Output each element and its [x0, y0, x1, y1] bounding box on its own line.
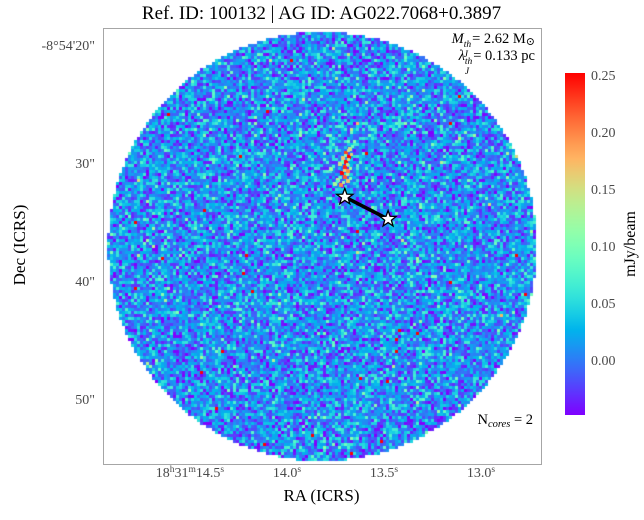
jeans-mass-supsub: th J	[463, 40, 472, 60]
core-connector-line	[343, 195, 389, 221]
x-tick-labels: 18h31m14.5s 14.0s 13.5s 13.0s	[103, 465, 540, 490]
n-cores-symbol: N	[477, 412, 488, 428]
superscript-th: th	[463, 40, 472, 50]
colorbar-label: mJy/beam	[622, 211, 639, 277]
colorbar-gradient	[565, 73, 585, 415]
jeans-length-value: = 0.133 pc	[473, 48, 535, 64]
colorbar-tick-label: 0.05	[591, 296, 616, 312]
colorbar-tick-label: 0.20	[591, 125, 616, 141]
x-tick-label: 13.0s	[466, 465, 496, 481]
jeans-mass-value: = 2.62 M	[472, 31, 526, 47]
y-tick-labels: -8°54'20" 30" 40" 50"	[0, 28, 97, 463]
colorbar: 0.25 0.20 0.15 0.10 0.05 0.00	[565, 69, 644, 415]
y-tick-label: 30"	[75, 156, 95, 172]
n-cores-value: = 2	[510, 412, 533, 428]
colorbar-tick-label: 0.00	[591, 353, 616, 369]
superscript-th: th	[464, 57, 473, 67]
x-tick-label: 14.0s	[272, 465, 302, 481]
jeans-length-symbol: λ	[458, 48, 465, 64]
sun-symbol-icon: ⊙	[525, 36, 535, 48]
x-tick-label: 18h31m14.5s	[155, 465, 225, 481]
core-markers-overlay	[334, 186, 398, 228]
jeans-mass-symbol: M	[451, 31, 464, 47]
y-tick-label: 40"	[75, 275, 95, 291]
colorbar-tick-label: 0.10	[591, 239, 616, 255]
n-cores-annotation: Ncores = 2	[477, 412, 533, 430]
x-axis-label: RA (ICRS)	[283, 486, 360, 505]
intensity-map	[104, 29, 541, 464]
jeans-length-supsub: th J	[464, 57, 473, 77]
subscript-j: J	[463, 49, 468, 60]
colorbar-tick-label: 0.15	[591, 182, 616, 198]
plot-title: Ref. ID: 100132 | AG ID: AG022.7068+0.38…	[141, 3, 502, 24]
y-tick-label: 50"	[75, 393, 95, 409]
subscript-j: J	[464, 66, 470, 77]
colorbar-tick-label: 0.25	[591, 68, 616, 84]
core-star-marker-icon	[334, 186, 355, 206]
y-tick-label: -8°54'20"	[41, 39, 96, 54]
x-tick-label: 13.5s	[369, 465, 399, 481]
jeans-length-annotation: λ th J = 0.133 pc	[459, 48, 535, 77]
core-star-marker-icon	[378, 208, 398, 228]
n-cores-subscript: cores	[487, 419, 511, 430]
